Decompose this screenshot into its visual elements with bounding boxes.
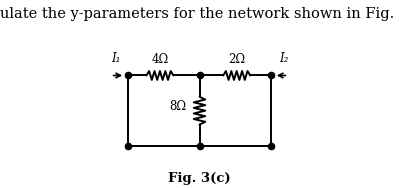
Text: 8Ω: 8Ω: [169, 100, 186, 114]
Text: 4Ω: 4Ω: [151, 53, 168, 66]
Text: I₂: I₂: [279, 52, 288, 65]
Text: Calculate the y-parameters for the network shown in Fig. 3(c).: Calculate the y-parameters for the netwo…: [0, 7, 399, 21]
Text: Fig. 3(c): Fig. 3(c): [168, 172, 231, 185]
Text: I₁: I₁: [111, 52, 120, 65]
Text: 2Ω: 2Ω: [228, 53, 245, 66]
